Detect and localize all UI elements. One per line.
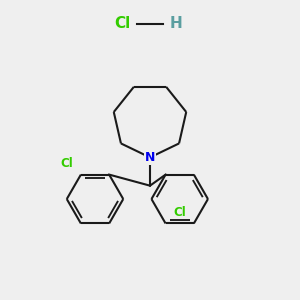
Text: Cl: Cl [173, 206, 186, 219]
Text: H: H [169, 16, 182, 31]
Text: Cl: Cl [114, 16, 131, 31]
Text: Cl: Cl [61, 157, 74, 170]
Text: N: N [145, 151, 155, 164]
